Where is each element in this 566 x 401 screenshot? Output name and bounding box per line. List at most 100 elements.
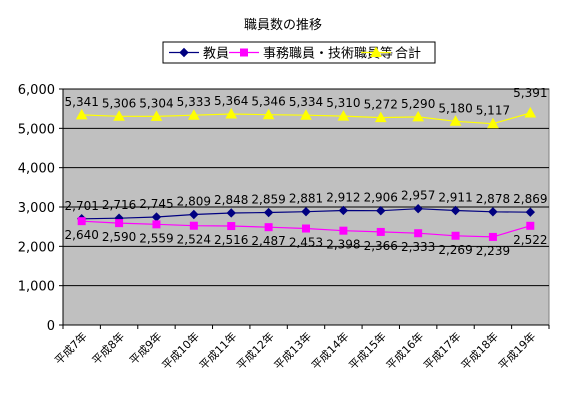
data-point-marker — [488, 207, 498, 217]
data-label: 2,524 — [177, 233, 211, 247]
legend: 教員 事務職員・技術職員等 合計 — [162, 41, 436, 64]
data-label: 2,640 — [65, 228, 99, 242]
data-label: 5,310 — [326, 96, 360, 110]
data-label: 2,398 — [326, 238, 360, 252]
chart-title: 職員数の推移 — [244, 18, 322, 33]
y-tick-label: 1,000 — [18, 280, 55, 295]
data-label: 2,701 — [65, 199, 99, 213]
series — [75, 106, 537, 129]
data-point-marker — [115, 219, 124, 228]
data-label: 2,911 — [438, 191, 472, 205]
data-label: 2,881 — [289, 192, 323, 206]
data-point-marker — [376, 227, 385, 236]
legend-item: 教員 — [169, 46, 229, 62]
legend-box — [162, 41, 436, 64]
data-label: 2,239 — [476, 244, 510, 258]
data-point-marker — [113, 110, 125, 121]
x-tick-label: 平成8年 — [89, 329, 127, 367]
data-point-marker — [264, 223, 273, 232]
data-label-layer: 2,701 2,716 2,745 2,809 2,848 2,859 2,881 2,912… — [65, 86, 548, 258]
data-label: 2,809 — [177, 195, 211, 209]
x-tick-label: 平成17年 — [421, 329, 464, 372]
data-point-marker — [337, 110, 350, 121]
x-tick-label: 平成18年 — [458, 329, 501, 372]
x-tick-label: 平成15年 — [346, 329, 389, 372]
data-point-marker — [75, 108, 88, 120]
data-point-marker — [263, 207, 274, 218]
data-label: 2,522 — [513, 233, 547, 247]
series — [77, 217, 535, 241]
x-tick-label: 平成12年 — [234, 329, 277, 372]
legend-label: 教員 — [203, 46, 229, 62]
data-point-marker — [376, 205, 386, 216]
data-point-marker — [225, 107, 238, 119]
x-tick-label: 平成9年 — [126, 329, 164, 367]
data-label: 2,912 — [326, 190, 360, 204]
data-label: 5,272 — [364, 98, 398, 112]
legend-label: 事務職員・技術職員等 — [263, 46, 393, 62]
data-label: 2,878 — [476, 192, 510, 206]
y-tick-label: 6,000 — [18, 83, 55, 98]
data-label: 2,269 — [438, 243, 472, 257]
data-point-marker — [524, 106, 537, 118]
x-axis: 平成7年 平成8年 平成9年平成10年平成11年平成12年平成13年平成14年平成1… — [52, 324, 550, 372]
series-layer — [75, 106, 537, 241]
x-tick-label: 平成13年 — [271, 329, 314, 372]
data-point-marker — [412, 110, 425, 122]
data-point-marker — [526, 221, 535, 230]
data-point-marker — [449, 115, 462, 126]
data-label: 2,516 — [214, 233, 248, 247]
y-tick-label: 3,000 — [18, 201, 55, 216]
data-point-marker — [374, 111, 387, 123]
data-point-marker — [451, 231, 460, 240]
data-point-marker — [414, 229, 423, 238]
y-tick-label: 5,000 — [18, 122, 55, 137]
data-label: 5,333 — [177, 95, 211, 109]
data-label: 5,117 — [476, 104, 510, 118]
x-tick-label: 平成7年 — [52, 329, 90, 367]
data-label: 2,859 — [251, 193, 285, 207]
data-point-marker — [450, 205, 461, 216]
x-tick-label: 平成16年 — [383, 329, 426, 372]
data-point-marker — [226, 208, 236, 218]
data-point-marker — [488, 232, 497, 241]
legend-item: 合計 — [361, 46, 421, 62]
data-label: 2,333 — [401, 240, 435, 254]
data-label: 5,391 — [513, 86, 547, 100]
data-label: 2,487 — [251, 234, 285, 248]
data-point-marker — [240, 48, 248, 57]
data-label: 5,346 — [251, 95, 285, 109]
data-label: 2,848 — [214, 193, 248, 207]
data-label: 5,341 — [65, 95, 99, 109]
data-label: 2,869 — [513, 192, 547, 206]
x-tick-label: 平成11年 — [196, 329, 239, 372]
data-label: 5,364 — [214, 94, 248, 108]
data-label: 2,906 — [364, 191, 398, 205]
data-point-marker — [413, 203, 423, 214]
y-tick-label: 2,000 — [18, 240, 55, 255]
data-point-marker — [300, 109, 312, 120]
data-point-marker — [189, 221, 198, 230]
data-label: 5,306 — [102, 96, 136, 110]
data-point-marker — [187, 109, 200, 120]
data-point-marker — [370, 46, 382, 57]
data-point-marker — [301, 206, 311, 217]
data-label: 5,334 — [289, 95, 323, 109]
data-label: 2,559 — [139, 231, 173, 245]
y-tick-label: 4,000 — [18, 162, 55, 177]
legend-item: 事務職員・技術職員等 — [229, 46, 393, 62]
data-point-marker — [77, 217, 86, 226]
data-point-marker — [525, 207, 536, 217]
x-tick-label: 平成19年 — [495, 329, 538, 372]
data-point-marker — [189, 209, 199, 220]
data-label: 2,957 — [401, 189, 435, 203]
data-point-marker — [487, 117, 499, 129]
data-point-marker — [338, 205, 349, 216]
x-tick-label: 平成14年 — [308, 329, 351, 372]
x-tick-label: 平成10年 — [159, 329, 202, 372]
data-point-marker — [227, 222, 236, 231]
series — [76, 203, 536, 224]
y-tick-label: 0 — [47, 319, 55, 334]
data-label: 5,290 — [401, 97, 435, 111]
